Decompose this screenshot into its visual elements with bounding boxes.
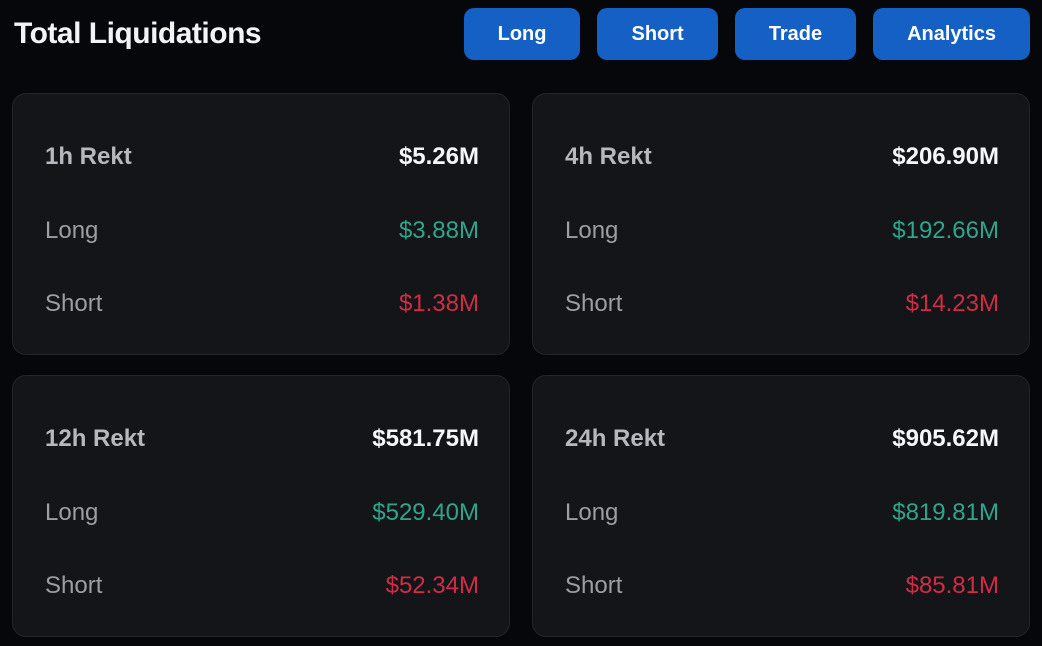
total-row: 12h Rekt $581.75M xyxy=(45,424,479,453)
long-filter-button[interactable]: Long xyxy=(463,8,581,60)
liquidation-card-12h: 12h Rekt $581.75M Long $529.40M Short $5… xyxy=(12,375,510,637)
short-row: Short $85.81M xyxy=(565,571,999,600)
total-row: 1h Rekt $5.26M xyxy=(45,142,479,171)
page-title: Total Liquidations xyxy=(14,17,262,50)
liquidation-card-24h: 24h Rekt $905.62M Long $819.81M Short $8… xyxy=(532,375,1030,637)
short-row: Short $52.34M xyxy=(45,571,479,600)
total-row: 24h Rekt $905.62M xyxy=(565,424,999,453)
period-label: 24h Rekt xyxy=(565,425,666,452)
short-label: Short xyxy=(565,572,623,599)
short-filter-button[interactable]: Short xyxy=(597,8,718,60)
total-row: 4h Rekt $206.90M xyxy=(565,142,999,171)
short-value: $14.23M xyxy=(905,290,999,317)
period-label: 4h Rekt xyxy=(565,143,652,170)
total-value: $905.62M xyxy=(892,425,999,452)
long-row: Long $192.66M xyxy=(565,216,999,245)
long-label: Long xyxy=(45,216,99,244)
total-value: $206.90M xyxy=(892,143,999,170)
long-label: Long xyxy=(45,498,99,526)
total-value: $5.26M xyxy=(398,143,479,170)
short-label: Short xyxy=(565,290,623,317)
long-value: $3.88M xyxy=(398,216,479,244)
long-value: $819.81M xyxy=(892,498,999,526)
short-value: $85.81M xyxy=(905,572,999,599)
short-value: $1.38M xyxy=(398,290,479,317)
short-row: Short $1.38M xyxy=(45,289,479,318)
header: Total Liquidations Long Short Trade Anal… xyxy=(0,0,1042,60)
period-label: 12h Rekt xyxy=(45,425,146,452)
long-value: $192.66M xyxy=(892,216,999,244)
period-label: 1h Rekt xyxy=(45,143,132,170)
short-value: $52.34M xyxy=(385,572,479,599)
long-value: $529.40M xyxy=(372,498,479,526)
long-row: Long $3.88M xyxy=(45,216,479,245)
long-row: Long $819.81M xyxy=(565,498,999,527)
short-label: Short xyxy=(45,290,103,317)
short-row: Short $14.23M xyxy=(565,289,999,318)
liquidation-card-1h: 1h Rekt $5.26M Long $3.88M Short $1.38M xyxy=(12,93,510,355)
long-row: Long $529.40M xyxy=(45,498,479,527)
long-label: Long xyxy=(565,216,619,244)
filter-button-group: Long Short Trade Analytics xyxy=(463,8,1030,60)
total-value: $581.75M xyxy=(372,425,479,452)
trade-button[interactable]: Trade xyxy=(734,8,857,60)
short-label: Short xyxy=(45,572,103,599)
analytics-button[interactable]: Analytics xyxy=(873,8,1030,60)
cards-grid: 1h Rekt $5.26M Long $3.88M Short $1.38M … xyxy=(0,93,1042,637)
long-label: Long xyxy=(565,498,619,526)
liquidation-card-4h: 4h Rekt $206.90M Long $192.66M Short $14… xyxy=(532,93,1030,355)
